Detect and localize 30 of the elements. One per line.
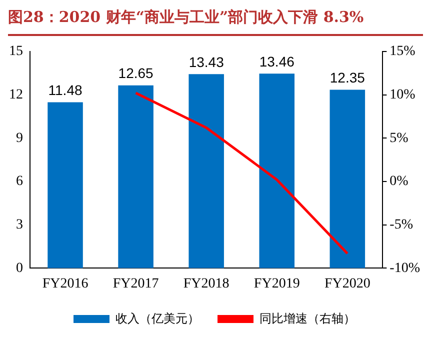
legend-label: 同比增速（右轴） <box>260 311 356 326</box>
y2-tick-label: -5% <box>390 218 414 233</box>
y-tick-label: 3 <box>16 218 23 233</box>
data-label: 12.65 <box>118 65 154 82</box>
legend-label: 收入（亿美元） <box>116 311 200 326</box>
data-label: 13.43 <box>188 54 224 70</box>
bar <box>330 90 366 268</box>
y-tick-label: 6 <box>16 174 23 190</box>
y-tick-label: 12 <box>9 87 23 102</box>
bar <box>259 74 295 268</box>
bar <box>48 102 83 268</box>
chart-title: 图28：2020 财年“商业与工业”部门收入下滑 8.3% <box>8 8 364 27</box>
x-tick-label: FY2016 <box>42 276 88 292</box>
y2-tick-label: -10% <box>390 260 420 276</box>
data-label: 13.46 <box>259 54 295 70</box>
x-tick-label: FY2017 <box>112 276 159 292</box>
data-label: 11.48 <box>48 82 82 98</box>
data-label: 12.35 <box>330 70 366 86</box>
y2-tick-label: 0% <box>390 174 409 190</box>
x-tick-label: FY2019 <box>254 276 300 292</box>
y2-tick-label: 15% <box>390 44 416 60</box>
bar <box>118 85 154 268</box>
x-tick-label: FY2018 <box>183 276 230 292</box>
bar <box>188 74 224 268</box>
y-tick-label: 9 <box>16 130 23 146</box>
x-tick-label: FY2020 <box>324 276 370 292</box>
y2-tick-label: 10% <box>390 87 416 102</box>
y-tick-label: 15 <box>9 44 23 60</box>
y2-tick-label: 5% <box>390 130 409 146</box>
y-tick-label: 0 <box>16 260 23 276</box>
